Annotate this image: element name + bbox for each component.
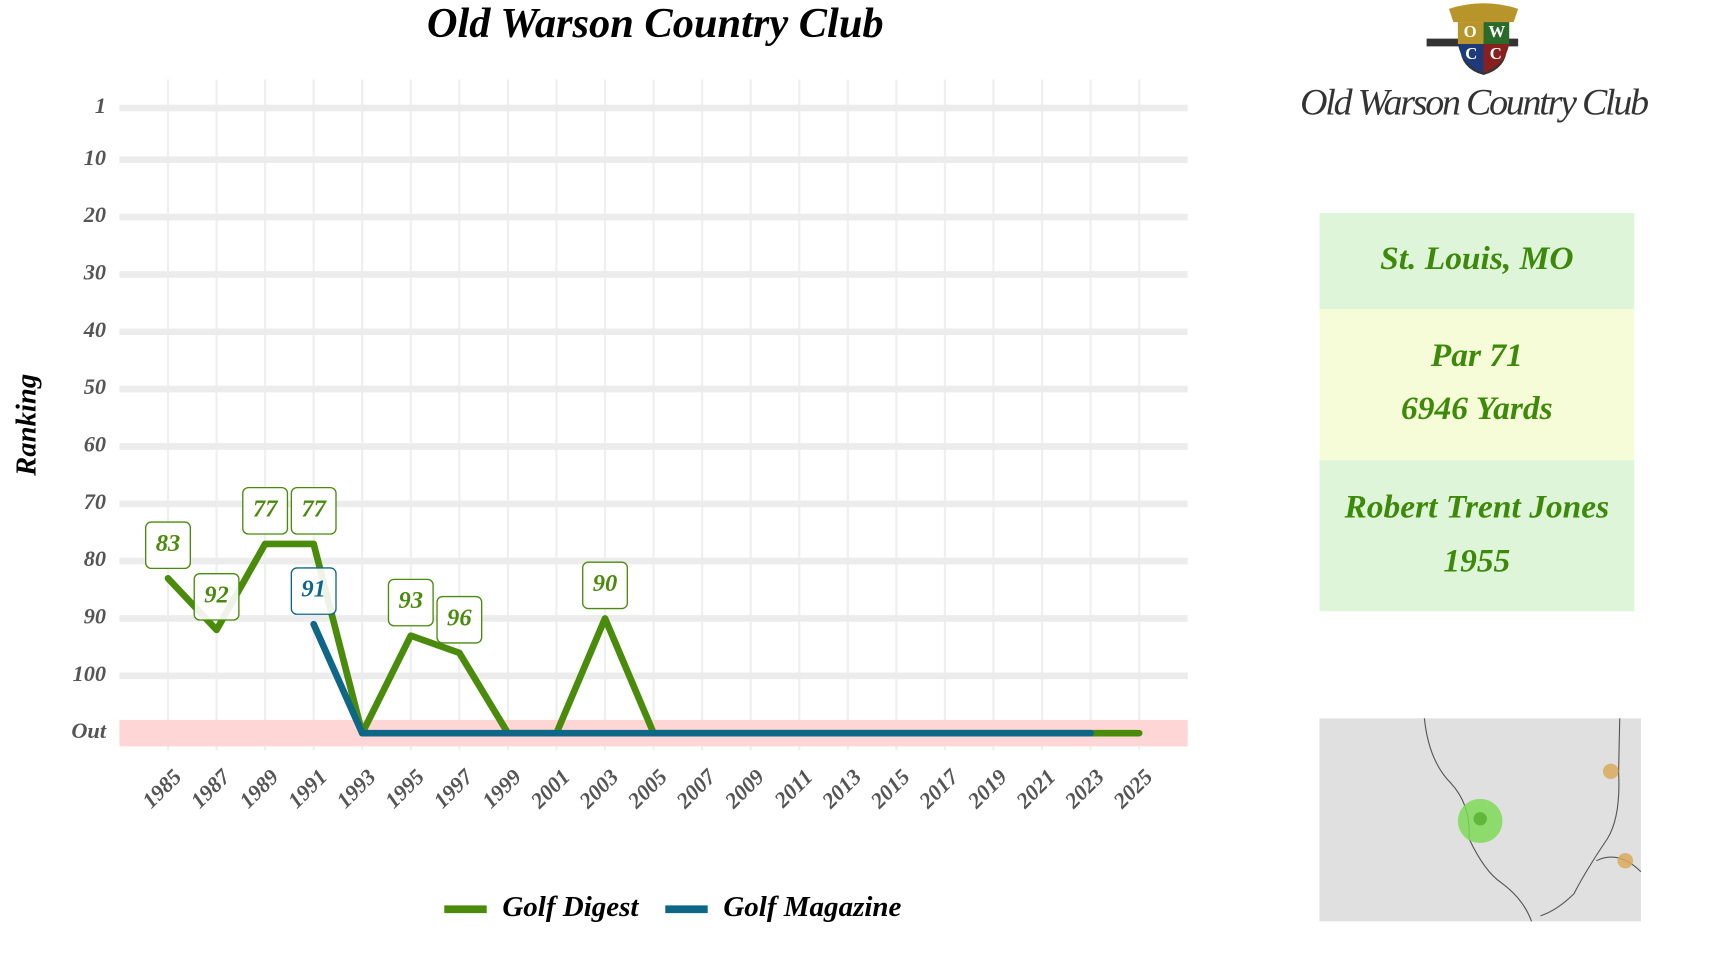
- x-tick-label: 1991: [283, 764, 332, 813]
- logo: O W C C Old Warson Country Club: [1300, 3, 1650, 124]
- architect: Robert Trent Jones: [1343, 489, 1609, 526]
- label-box: [290, 486, 337, 535]
- map: [1319, 718, 1642, 922]
- x-tick-label: 2005: [622, 764, 672, 813]
- y-tick-label: 30: [83, 260, 106, 285]
- plot-area: 1985 1987 1989 1991 1993 1995 1997 1999 2001 2003…: [71, 79, 1188, 814]
- x-tick-label: 1989: [234, 764, 283, 813]
- sidebar: O W C C Old Warson Country Club St. Loui…: [1300, 3, 1650, 922]
- logo-letter: W: [1489, 22, 1506, 41]
- logo-crown: [1448, 3, 1519, 23]
- x-tick-label: 2025: [1107, 764, 1157, 813]
- y-tick-label: 20: [83, 202, 106, 227]
- label-box: [193, 572, 240, 621]
- logo-cell: [1457, 22, 1484, 45]
- data-label: 91: [301, 576, 326, 603]
- map-marker: [1602, 763, 1619, 780]
- logo-letter: O: [1464, 22, 1477, 41]
- map-marker: [1473, 812, 1487, 826]
- logo-cell: [1483, 22, 1510, 45]
- data-label: 77: [253, 496, 279, 523]
- map-border: [1540, 718, 1621, 917]
- info-box: [1319, 460, 1635, 612]
- x-tick-label: 1997: [428, 764, 478, 813]
- x-tick-label: 2015: [865, 764, 915, 813]
- logo-cell: [1483, 44, 1510, 73]
- y-tick-label: 70: [84, 489, 106, 514]
- series-line: [310, 620, 1094, 737]
- yards: 6946 Yards: [1401, 390, 1553, 427]
- y-tick-label: 50: [84, 374, 106, 399]
- legend-label: Golf Magazine: [723, 891, 901, 923]
- y-tick-label: 100: [73, 661, 106, 686]
- y-tick-label: 60: [84, 432, 106, 457]
- label-box: [242, 486, 289, 535]
- chart-title: Old Warson Country Club: [427, 0, 884, 47]
- legend-label: Golf Digest: [502, 891, 639, 923]
- y-tick-label: 10: [84, 145, 106, 170]
- x-tick-label: 1985: [137, 764, 186, 813]
- year-built: 1955: [1443, 543, 1510, 580]
- info-box: [1319, 212, 1635, 309]
- label-box: [436, 595, 483, 644]
- x-tick-label: 2009: [719, 764, 769, 813]
- y-tick-label: Out: [71, 718, 107, 743]
- data-label: 83: [156, 530, 181, 557]
- x-tick-label: 2013: [816, 764, 866, 813]
- label-box: [290, 567, 337, 615]
- logo-letter: C: [1465, 44, 1477, 63]
- map-marker: [1617, 852, 1634, 869]
- data-label: 92: [204, 582, 229, 609]
- data-label: 90: [593, 570, 618, 597]
- logo-letter: C: [1490, 44, 1502, 63]
- y-tick-label: 1: [95, 93, 106, 118]
- x-tick-label: 2001: [525, 764, 575, 813]
- x-tick-label: 2019: [962, 764, 1012, 813]
- x-tick-label: 2007: [670, 764, 721, 814]
- label-box: [387, 578, 434, 627]
- x-tick-label: 1995: [380, 764, 429, 813]
- x-tick-label: 1993: [331, 764, 380, 813]
- y-tick-label: 40: [83, 317, 106, 342]
- label-box: [582, 561, 629, 610]
- label-box: [145, 521, 191, 570]
- y-tick-label: 90: [84, 604, 106, 629]
- x-tick-label: 2011: [768, 764, 817, 813]
- data-label: 96: [447, 604, 472, 631]
- par: Par 71: [1430, 337, 1523, 374]
- logo-text: Old Warson Country Club: [1300, 82, 1648, 124]
- info-box: [1319, 308, 1635, 461]
- y-tick-label: 80: [84, 546, 106, 571]
- x-tick-label: 2023: [1059, 764, 1109, 813]
- logo-cell: [1457, 44, 1484, 73]
- data-label: 93: [399, 587, 424, 614]
- data-label: 77: [301, 496, 327, 523]
- x-tick-label: 2003: [573, 764, 623, 813]
- y-axis-label: Ranking: [11, 374, 43, 477]
- location: St. Louis, MO: [1380, 240, 1573, 277]
- x-tick-label: 2021: [1010, 764, 1060, 813]
- x-tick-label: 2017: [913, 764, 964, 814]
- x-tick-label: 1987: [186, 764, 236, 813]
- x-tick-label: 1999: [477, 764, 526, 813]
